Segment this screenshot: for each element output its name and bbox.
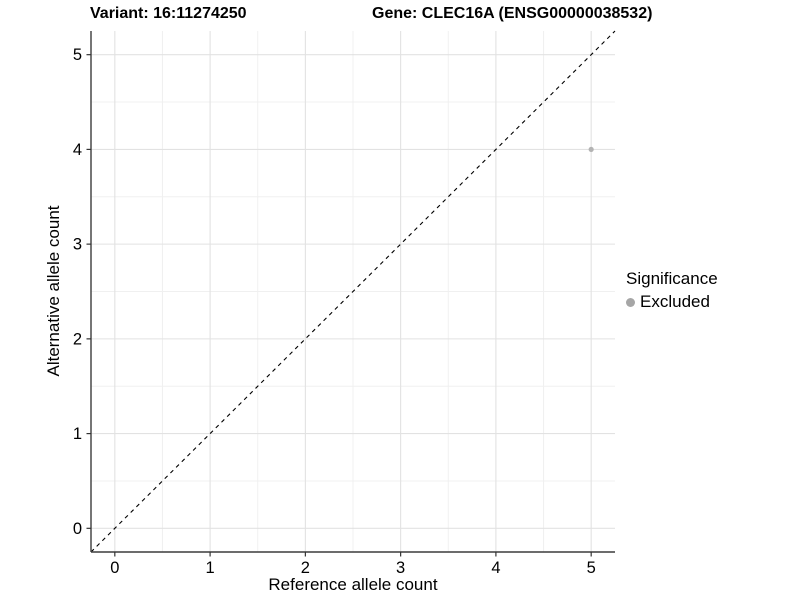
plot-title-gene: Gene: CLEC16A (ENSG00000038532) [372, 5, 653, 22]
svg-text:3: 3 [73, 236, 82, 254]
legend-item-label: Excluded [640, 292, 710, 311]
x-axis-title: Reference allele count [268, 575, 438, 594]
legend-title: Significance [626, 269, 718, 288]
svg-text:4: 4 [491, 559, 500, 577]
y-axis-title: Alternative allele count [44, 205, 63, 377]
svg-text:1: 1 [73, 425, 82, 443]
svg-text:2: 2 [301, 559, 310, 577]
svg-text:3: 3 [396, 559, 405, 577]
svg-text:5: 5 [587, 559, 596, 577]
svg-text:5: 5 [73, 46, 82, 64]
svg-text:4: 4 [73, 141, 82, 159]
excluded-point-icon [626, 297, 635, 307]
svg-text:0: 0 [110, 559, 119, 577]
svg-text:0: 0 [73, 520, 82, 538]
legend-item-excluded: Excluded [626, 292, 718, 312]
legend: Significance Excluded [626, 269, 718, 312]
svg-text:2: 2 [73, 330, 82, 348]
svg-text:1: 1 [205, 559, 214, 577]
plot-title-variant: Variant: 16:11274250 [90, 5, 247, 22]
